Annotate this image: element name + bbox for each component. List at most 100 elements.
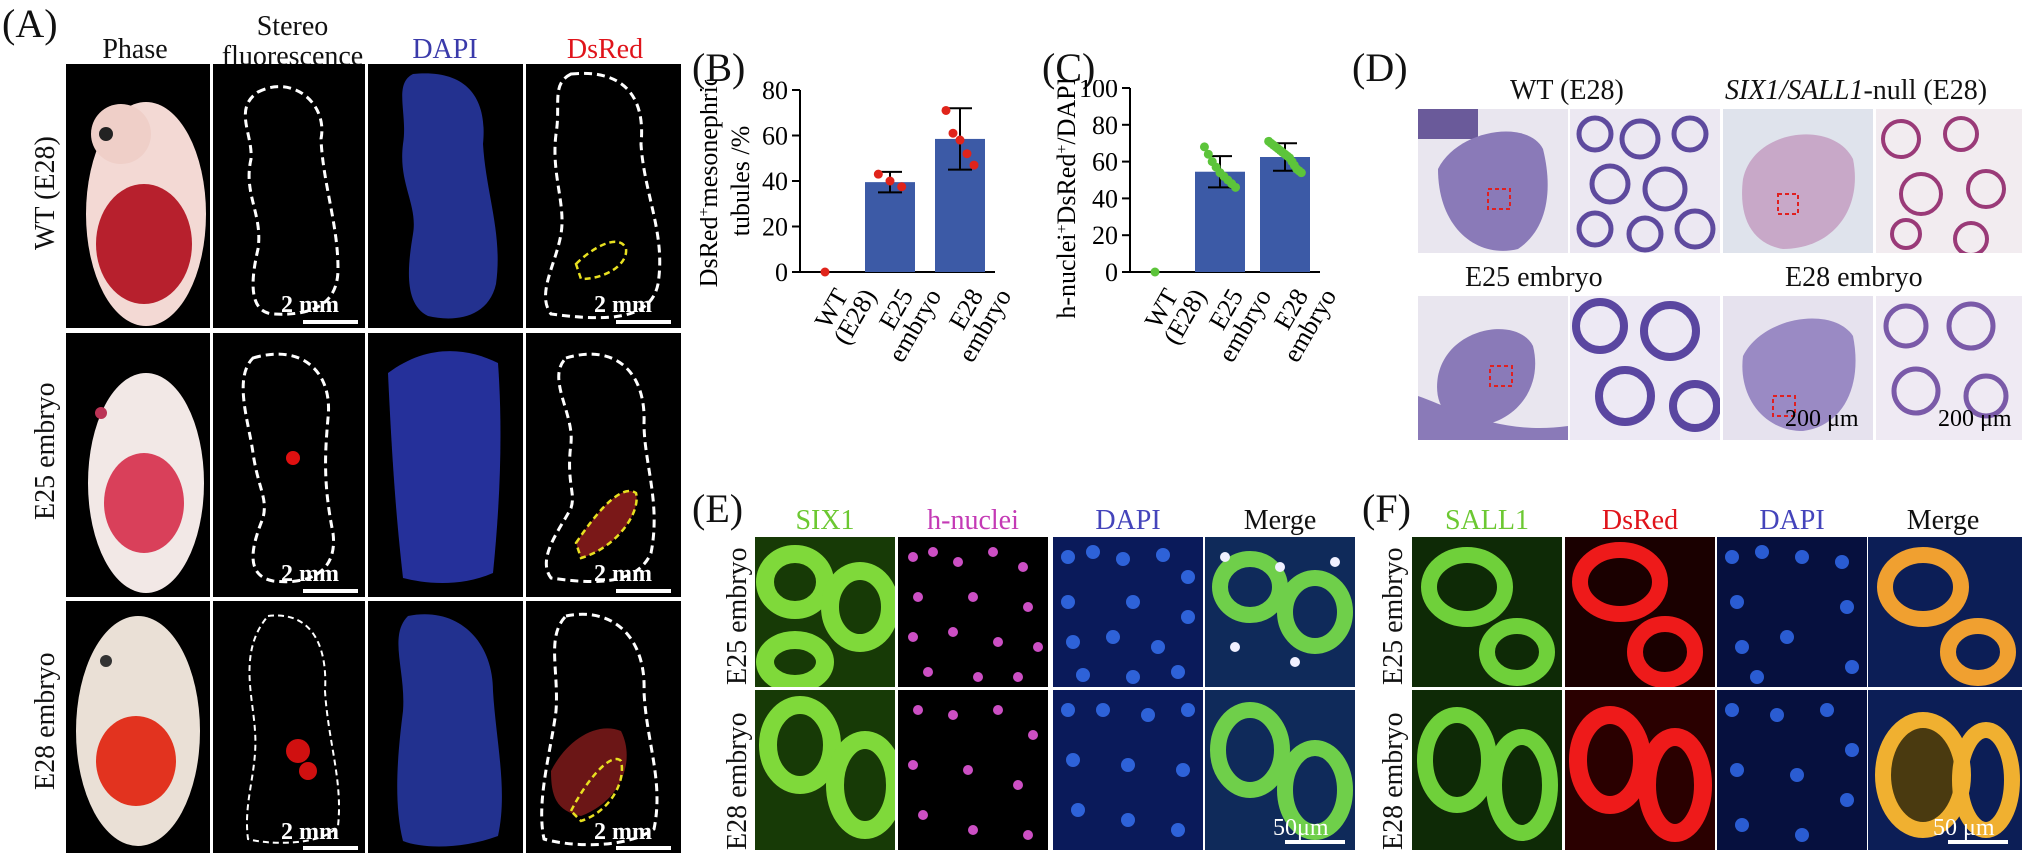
row-label-e28: E28 embryo — [30, 652, 61, 790]
scale-bar — [616, 589, 671, 593]
image-dapi-e25 — [368, 333, 523, 597]
f-header-dsred: DsRed — [1601, 505, 1679, 536]
scale-label: 2 mm — [594, 292, 652, 318]
image-stereo-wt: 2 mm — [213, 64, 365, 328]
scale-label: 2 mm — [594, 819, 652, 845]
image-dsred-e28: 2 mm — [526, 601, 681, 853]
image-e-hnuclei-e28 — [898, 690, 1048, 850]
scale-bar — [303, 320, 358, 324]
image-phase-e25 — [66, 333, 210, 597]
panel-label-a: (A) — [2, 1, 58, 46]
b-ytick-label: 0 — [775, 258, 788, 287]
c-ylabel-part: h-nuclei — [1052, 233, 1081, 318]
d-title-e28: E28 embryo — [1785, 262, 1923, 293]
c-ytick-label: 80 — [1092, 111, 1118, 140]
b-ytick-label: 60 — [762, 122, 788, 151]
b-data-point — [820, 267, 830, 277]
b-data-point — [948, 128, 958, 138]
image-f-merge-e25 — [1868, 537, 2022, 687]
f-header-dapi: DAPI — [1759, 505, 1825, 536]
image-e-merge-e28: 50μm — [1205, 690, 1355, 850]
scale-label: 2 mm — [281, 819, 339, 845]
e-scale-bar — [1285, 840, 1345, 844]
panel-label-f: (F) — [1362, 486, 1411, 531]
c-data-point — [1199, 142, 1209, 152]
e-header-merge: Merge — [1243, 505, 1317, 536]
f-header-sall1: SALL1 — [1445, 505, 1529, 536]
image-phase-wt — [66, 64, 210, 328]
col-header-dapi: DAPI — [412, 34, 478, 65]
image-f-dsred-e28 — [1565, 690, 1715, 850]
image-he-e25-low — [1418, 296, 1568, 440]
scale-label: 2 mm — [281, 561, 339, 587]
panel-label-b: (B) — [692, 45, 746, 90]
image-e-merge-e25 — [1205, 537, 1355, 687]
b-ylabel-part: mesonephric — [700, 80, 723, 208]
scale-label: 2 mm — [594, 561, 652, 587]
image-stereo-e28: 2 mm — [213, 601, 365, 853]
d-scale-left: 200 μm — [1785, 406, 1859, 432]
col-header-dsred: DsRed — [566, 34, 644, 65]
image-he-null-high — [1876, 109, 2022, 253]
b-ylabel: DsRed+mesonephric — [700, 80, 723, 287]
b-data-point — [941, 105, 951, 115]
col-header-phase: Phase — [102, 34, 168, 65]
d-scale-right: 200 μm — [1938, 406, 2012, 432]
c-data-point — [1231, 182, 1241, 192]
image-dsred-wt: 2 mm — [526, 64, 681, 328]
c-ylabel-part: DsRed — [1052, 154, 1081, 225]
image-dsred-e25: 2 mm — [526, 333, 681, 597]
c-ytick-label: 100 — [1079, 80, 1118, 103]
c-data-point — [1296, 168, 1306, 178]
e-header-six1: SIX1 — [795, 505, 855, 536]
scale-bar — [616, 320, 671, 324]
image-f-sall1-e28 — [1412, 690, 1562, 850]
c-ylabel-part: + — [1054, 224, 1071, 233]
b-data-point — [969, 160, 979, 170]
c-ylabel: h-nuclei+DsRed+/DAPI /% — [1052, 80, 1081, 319]
c-ytick-label: 0 — [1105, 258, 1118, 287]
b-data-point — [885, 176, 895, 186]
image-he-wt-low — [1418, 109, 1568, 253]
d-title-wt: WT (E28) — [1510, 75, 1624, 106]
e-header-hnuclei: h-nuclei — [927, 505, 1019, 536]
e-row-label-e25: E25 embryo — [722, 547, 753, 685]
scale-bar — [303, 846, 358, 850]
image-he-e28-low: 200 μm — [1723, 296, 1873, 440]
image-e-six1-e28 — [755, 690, 895, 850]
image-he-wt-high — [1570, 109, 1720, 253]
image-e-dapi-e25 — [1053, 537, 1203, 687]
e-header-dapi: DAPI — [1095, 505, 1161, 536]
image-f-dapi-e28 — [1717, 690, 1867, 850]
b-ylabel-line2: tubules /% — [726, 126, 755, 237]
image-phase-e28 — [66, 601, 210, 853]
c-ytick-label: 60 — [1092, 148, 1118, 177]
panel-label-c: (C) — [1042, 45, 1096, 90]
e-scale-label: 50μm — [1273, 815, 1329, 841]
b-data-point — [897, 182, 907, 192]
b-ylabel-part: DsRed — [700, 217, 723, 288]
f-header-merge: Merge — [1906, 505, 1980, 536]
scale-bar — [303, 589, 358, 593]
b-data-point — [962, 149, 972, 159]
d-title-null-rest: -null (E28) — [1863, 75, 1988, 106]
c-ylabel-part: /DAPI /% — [1052, 80, 1081, 145]
col-header-stereo: Stereo fluorescence — [221, 11, 364, 72]
image-f-sall1-e25 — [1412, 537, 1562, 687]
d-title-null-italic: SIX1/SALL1 — [1725, 75, 1864, 106]
b-ytick-label: 20 — [762, 213, 788, 242]
scale-label: 2 mm — [281, 292, 339, 318]
image-he-e25-high — [1570, 296, 1720, 440]
image-e-six1-e25 — [755, 537, 895, 687]
b-ytick-label: 80 — [762, 80, 788, 105]
image-dapi-e28 — [368, 601, 523, 853]
b-data-point — [873, 169, 883, 179]
image-e-dapi-e28 — [1053, 690, 1203, 850]
f-scale-label: 50 μm — [1933, 815, 1995, 841]
image-he-null-low — [1723, 109, 1873, 253]
c-ytick-label: 20 — [1092, 221, 1118, 250]
row-label-wt: WT (E28) — [30, 136, 61, 250]
e-row-label-e28: E28 embryo — [722, 712, 753, 850]
image-dapi-wt — [368, 64, 523, 328]
